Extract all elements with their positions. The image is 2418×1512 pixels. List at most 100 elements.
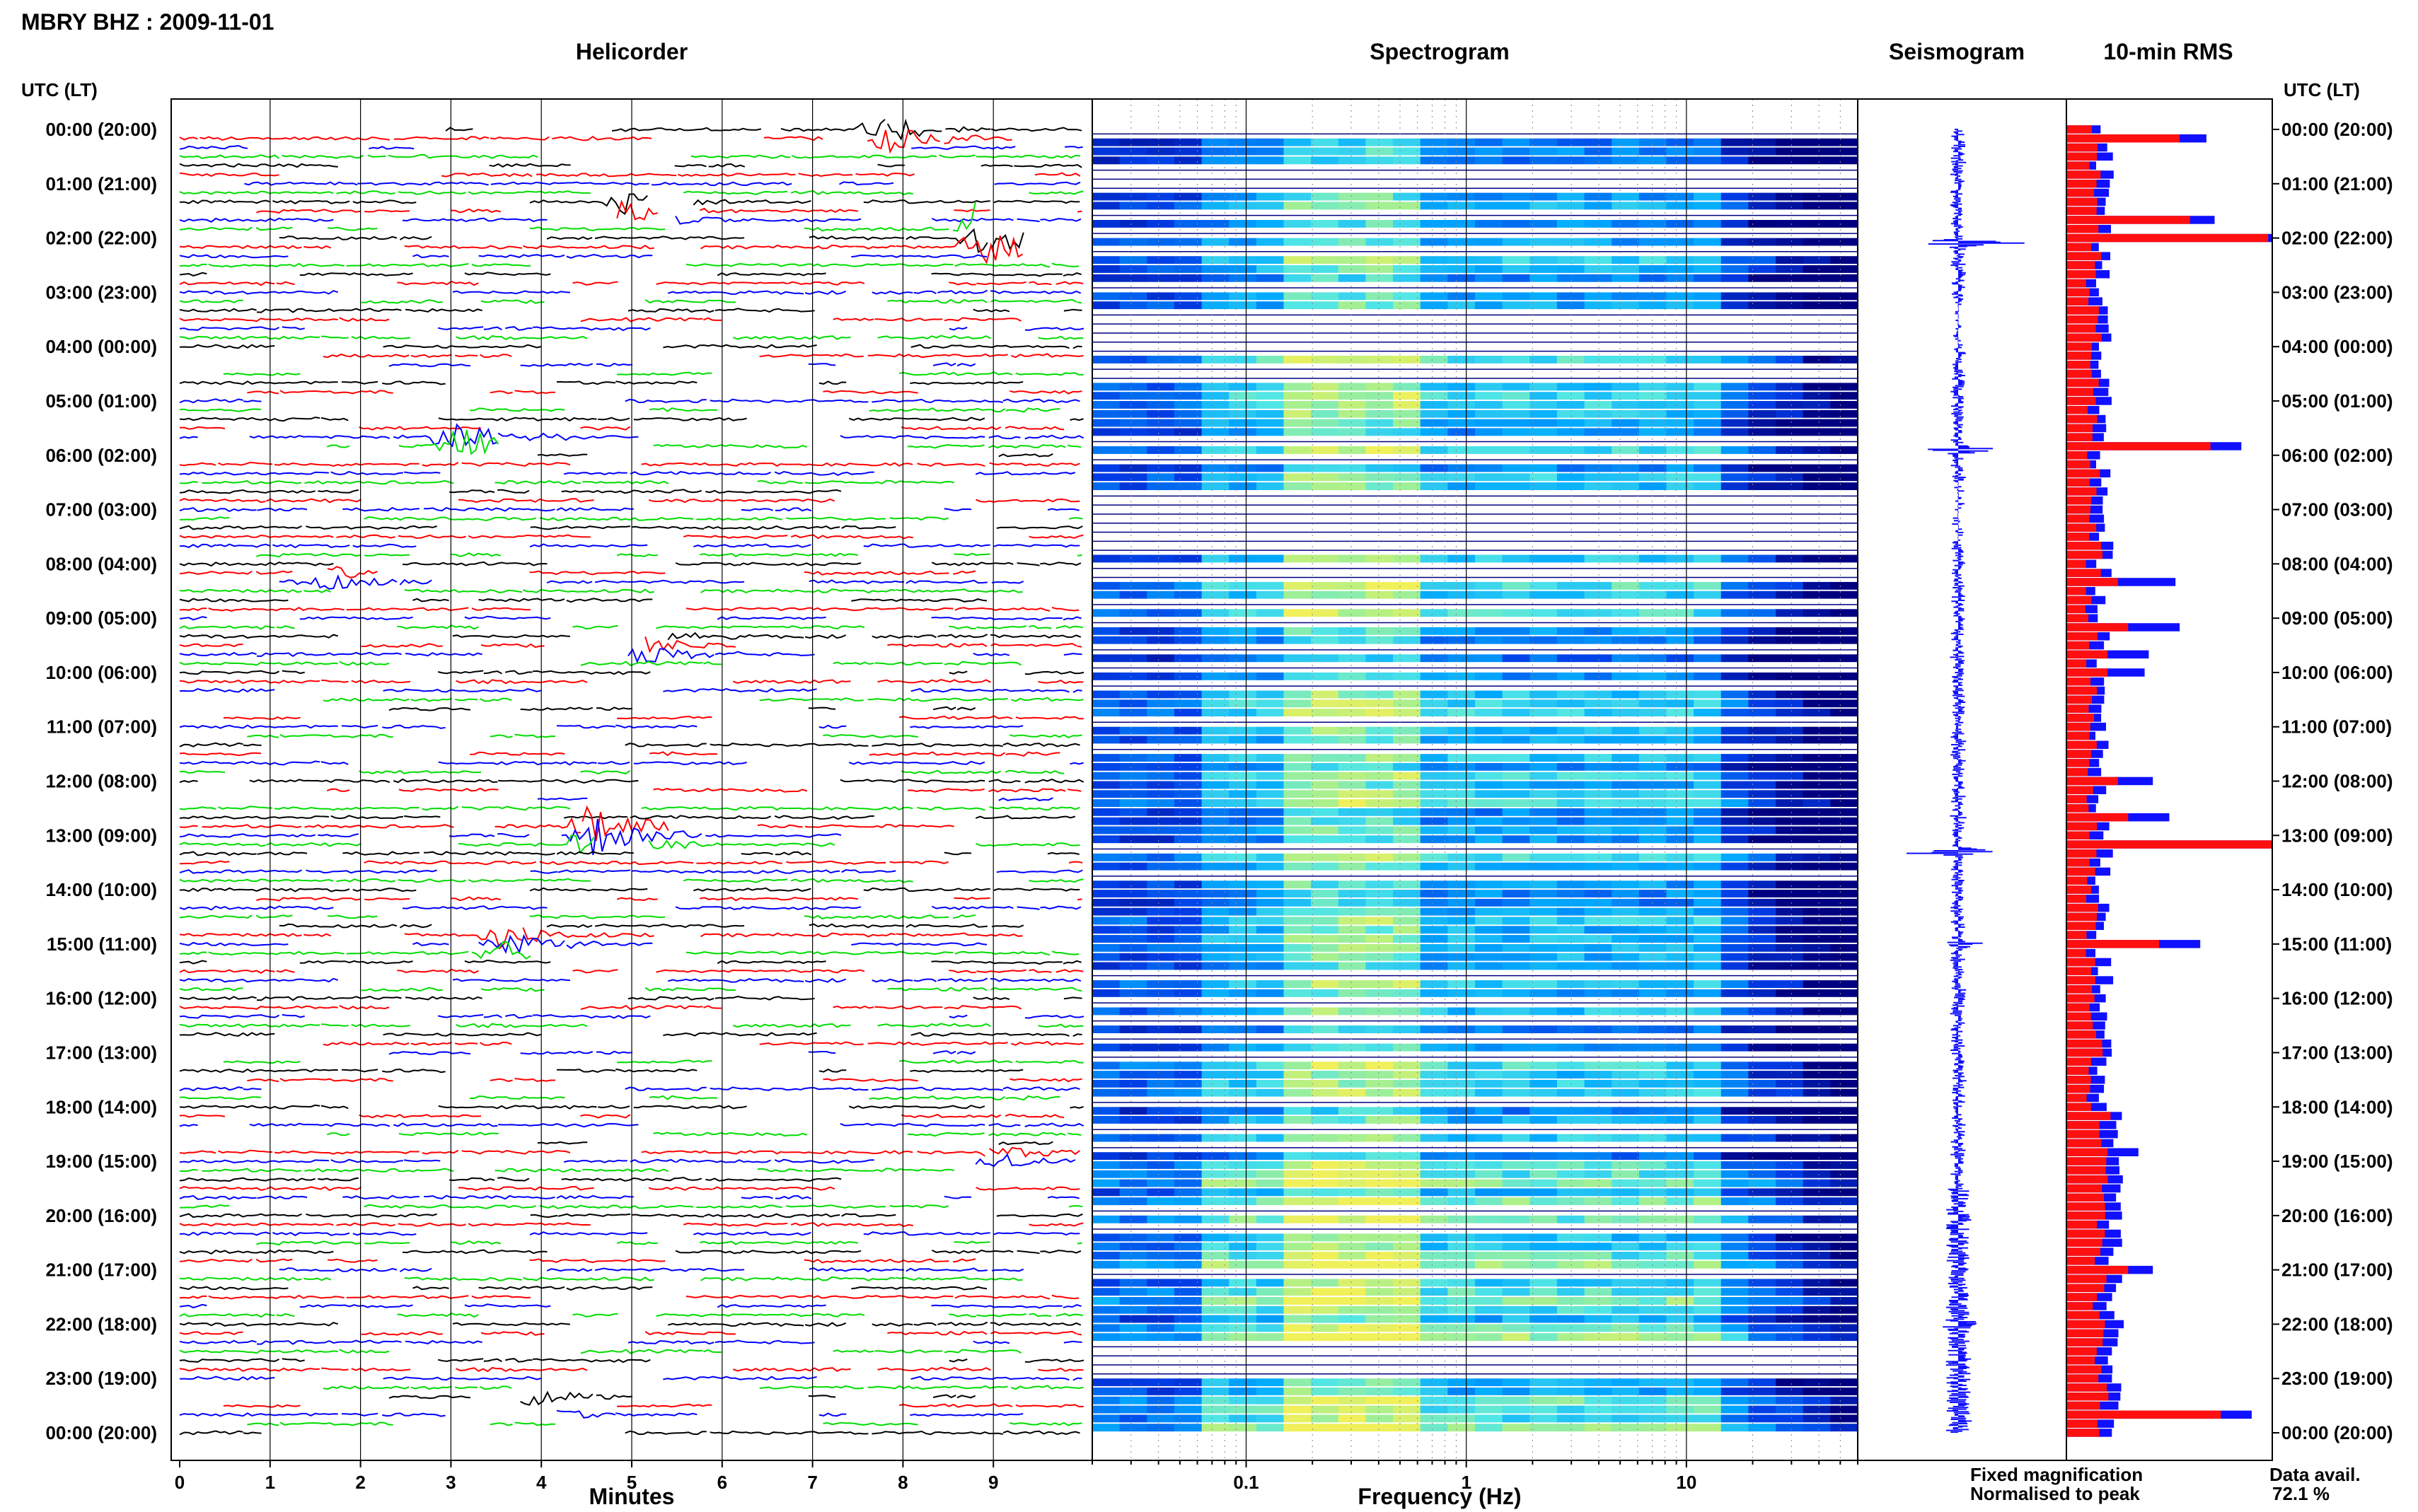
spectrogram-cell <box>1447 1088 1476 1097</box>
spectrogram-cell <box>1174 1252 1202 1260</box>
spectrogram-cell <box>1666 817 1694 825</box>
spectrogram-cell <box>1694 1396 1722 1405</box>
spectrogram-cell <box>1776 1324 1804 1332</box>
spectrogram-cell <box>1283 898 1312 907</box>
spectrogram-cell <box>1830 1161 1858 1169</box>
rms-bar-normalised <box>2066 767 2088 777</box>
spectrogram-cell <box>1502 907 1530 916</box>
helicorder-trace <box>279 228 1024 253</box>
spectrogram-cell <box>1720 1324 1749 1332</box>
spectrogram-cell <box>1502 709 1530 716</box>
spectrogram-cell <box>1776 1333 1804 1342</box>
spectrogram-cell <box>1311 292 1339 301</box>
spectrogram-cell <box>1201 591 1230 599</box>
spectrogram-cell <box>1776 1152 1804 1161</box>
spectrogram-cell <box>1447 464 1476 472</box>
minutes-tick-label: 0 <box>175 1472 185 1493</box>
spectrogram-cell <box>1776 862 1804 871</box>
helicorder-trace <box>179 516 1083 522</box>
spectrogram-cell <box>1420 1378 1448 1387</box>
spectrogram-cell <box>1475 1134 1503 1142</box>
helicorder-trace <box>179 615 1082 621</box>
spectrogram-cell <box>1092 762 1121 771</box>
spectrogram-cell <box>1776 962 1804 970</box>
spectrogram-cell <box>1256 1396 1284 1405</box>
spectrogram-cell <box>1174 980 1202 988</box>
spectrogram-cell <box>1283 672 1312 680</box>
spectrogram-cell <box>1311 1378 1339 1387</box>
spectrogram-cell <box>1556 1007 1585 1016</box>
spectrogram-cell <box>1174 709 1202 716</box>
spectrogram-cell <box>1393 1116 1421 1124</box>
spectrogram-cell <box>1256 1414 1284 1423</box>
spectrogram-cell <box>1475 1333 1503 1342</box>
spectrogram-cell <box>1612 1405 1640 1414</box>
spectrogram-cell <box>1638 853 1667 861</box>
spectrogram-cell <box>1447 790 1476 798</box>
spectrogram-cell <box>1229 835 1257 844</box>
spectrogram-cell <box>1776 1305 1804 1314</box>
spectrogram-cell <box>1393 935 1421 943</box>
spectrogram-cell <box>1393 953 1421 961</box>
spectrogram-cell <box>1283 1297 1312 1305</box>
utc-tick-left: 18:00 (14:00) <box>45 1096 157 1117</box>
helicorder-trace <box>179 344 1082 349</box>
spectrogram-cell <box>1174 835 1202 844</box>
spectrogram-cell <box>1338 898 1366 907</box>
spectrogram-cell <box>1420 672 1448 680</box>
spectrogram-cell <box>1174 1315 1202 1323</box>
spectrogram-cell <box>1748 1007 1776 1016</box>
spectrogram-cell <box>1365 1152 1394 1161</box>
spectrogram-cell <box>1748 672 1776 680</box>
spectrogram-cell <box>1420 392 1448 400</box>
spectrogram-cell <box>1502 409 1530 418</box>
spectrogram-cell <box>1830 591 1858 599</box>
spectrogram-cell <box>1529 1025 1558 1033</box>
spectrogram-cell <box>1529 392 1558 400</box>
spectrogram-cell <box>1174 446 1202 454</box>
spectrogram-cell <box>1776 1043 1804 1052</box>
spectrogram-cell <box>1201 1297 1230 1305</box>
spectrogram-cell <box>1776 826 1804 834</box>
spectrogram-cell <box>1556 735 1585 744</box>
spectrogram-cell <box>1666 772 1694 780</box>
rms-bar-normalised <box>2066 1429 2100 1437</box>
spectrogram-cell <box>1748 1333 1776 1342</box>
spectrogram-cell <box>1584 654 1612 663</box>
spectrogram-cell <box>1776 1215 1804 1223</box>
spectrogram-cell <box>1311 554 1339 563</box>
spectrogram-cell <box>1229 1088 1257 1097</box>
spectrogram-cell <box>1720 1424 1749 1432</box>
spectrogram-cell <box>1694 690 1722 699</box>
spectrogram-cell <box>1529 835 1558 844</box>
spectrogram-cell <box>1666 1324 1694 1332</box>
spectrogram-cell <box>1365 1025 1394 1033</box>
spectrogram-cell <box>1720 401 1749 409</box>
spectrogram-cell <box>1803 409 1831 418</box>
spectrogram-cell <box>1393 1161 1421 1169</box>
spectrogram-cell <box>1420 156 1448 165</box>
helicorder-trace <box>179 417 1084 422</box>
spectrogram-cell <box>1776 772 1804 780</box>
spectrogram-cell <box>1720 356 1749 364</box>
spectrogram-cell <box>1119 772 1147 780</box>
spectrogram-cell <box>1283 627 1312 635</box>
spectrogram-cell <box>1365 808 1394 816</box>
spectrogram-cell <box>1119 1388 1147 1395</box>
spectrogram-cell <box>1256 446 1284 454</box>
spectrogram-cell <box>1638 917 1667 925</box>
spectrogram-cell <box>1420 1161 1448 1169</box>
spectrogram-cell <box>1612 880 1640 889</box>
rms-bar-normalised <box>2066 252 2102 260</box>
helicorder-trace <box>179 1376 1082 1381</box>
spectrogram-cell <box>1338 709 1366 716</box>
spectrogram-cell <box>1529 1378 1558 1387</box>
spectrogram-cell <box>1748 907 1776 916</box>
rms-bar-normalised <box>2066 170 2101 179</box>
spectrogram-cell <box>1502 1424 1530 1432</box>
spectrogram-cell <box>1447 1424 1476 1432</box>
spectrogram-cell <box>1638 1161 1667 1169</box>
helicorder-trace <box>179 1430 1080 1436</box>
spectrogram-cell <box>1338 799 1366 807</box>
spectrogram-cell <box>1147 762 1175 771</box>
